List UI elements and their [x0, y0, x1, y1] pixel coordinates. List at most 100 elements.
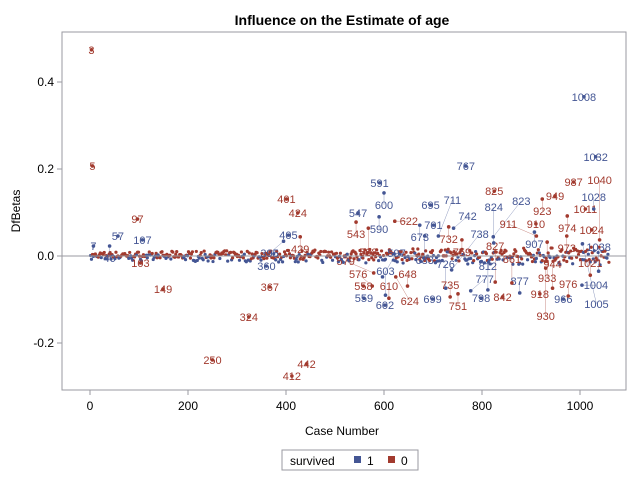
band-point-marker	[558, 262, 562, 266]
point-marker	[380, 275, 385, 279]
band-point-marker	[102, 250, 106, 255]
label-leader-line	[358, 273, 373, 287]
band-point-marker	[345, 252, 349, 256]
band-point-marker	[197, 256, 201, 260]
point-marker	[545, 240, 549, 244]
band-point-marker	[362, 251, 366, 255]
band-point-marker	[327, 250, 331, 254]
point-marker	[377, 215, 381, 219]
band-point-marker	[562, 258, 566, 262]
band-point-marker	[586, 252, 590, 256]
band-point-marker	[242, 252, 246, 256]
point-label: 1011	[574, 204, 598, 216]
band-point-marker	[607, 260, 611, 264]
point-marker	[387, 296, 391, 300]
band-point-marker	[147, 250, 151, 254]
band-point-marker	[514, 249, 518, 253]
band-point-marker	[603, 249, 607, 253]
band-point-marker	[560, 248, 564, 252]
band-point-marker	[269, 249, 273, 253]
point-marker	[90, 164, 95, 168]
point-marker	[491, 241, 496, 245]
point-label: 543	[347, 229, 365, 241]
point-marker	[428, 203, 433, 207]
band-point-marker	[536, 248, 540, 252]
point-label: 547	[349, 208, 367, 220]
band-point-marker	[348, 256, 352, 260]
point-label: 812	[479, 261, 497, 273]
band-point-marker	[280, 260, 285, 264]
x-tick-label: 400	[276, 399, 296, 413]
band-point-marker	[334, 251, 339, 255]
band-point-marker	[595, 258, 599, 262]
point-label: 930	[537, 311, 555, 323]
point-label: 907	[525, 239, 543, 251]
point-marker	[91, 244, 96, 248]
point-marker	[210, 358, 215, 362]
point-marker	[538, 292, 542, 296]
point-label: 360	[257, 261, 275, 273]
point-label: 1024	[580, 225, 604, 237]
band-point-marker	[188, 256, 193, 260]
point-marker	[596, 269, 601, 274]
band-point-marker	[487, 258, 491, 262]
band-point-marker	[255, 251, 259, 255]
band-point-marker	[383, 257, 388, 261]
point-label: 949	[546, 191, 564, 203]
band-point-marker	[361, 256, 365, 260]
point-marker	[479, 296, 483, 300]
band-point-marker	[375, 248, 379, 252]
point-marker	[304, 362, 309, 366]
band-point-marker	[400, 258, 404, 262]
band-point-marker	[131, 258, 135, 262]
band-point-marker	[313, 248, 317, 252]
point-marker	[492, 189, 497, 193]
band-point-marker	[265, 256, 269, 260]
point-marker	[561, 297, 566, 301]
point-marker	[268, 285, 272, 289]
band-point-marker	[510, 255, 514, 259]
band-point-marker	[373, 251, 377, 255]
point-marker	[298, 235, 303, 239]
x-axis: 0 200 400 600 800 1000	[87, 390, 594, 413]
point-marker	[589, 228, 594, 232]
band-point-marker	[359, 252, 363, 256]
band-point-marker	[417, 252, 421, 256]
band-point-marker	[512, 252, 516, 256]
point-marker	[361, 284, 366, 288]
band-point-marker	[413, 251, 417, 255]
band-point-marker	[294, 257, 298, 261]
point-marker	[383, 293, 388, 297]
band-point-marker	[160, 250, 164, 254]
x-tick-label: 800	[472, 399, 492, 413]
point-label: 324	[240, 312, 258, 324]
point-marker	[431, 223, 436, 227]
point-label: 683	[415, 255, 433, 267]
point-marker	[593, 155, 598, 159]
point-marker	[580, 242, 585, 246]
band-point-marker	[401, 261, 405, 265]
band-point-marker	[540, 258, 544, 263]
band-point-marker	[590, 251, 594, 255]
point-label: 107	[133, 235, 151, 247]
band-point-marker	[537, 251, 541, 255]
point-marker	[534, 222, 538, 226]
band-point-marker	[212, 256, 216, 260]
point-marker	[370, 284, 375, 288]
band-point-marker	[454, 258, 458, 262]
band-point-marker	[278, 252, 282, 256]
label-leader-line	[438, 199, 453, 237]
point-label: 367	[261, 282, 279, 294]
point-label: 622	[400, 216, 418, 228]
band-point-marker	[239, 250, 244, 254]
point-marker	[246, 315, 251, 319]
band-point-marker	[211, 259, 215, 264]
band-point-marker	[488, 262, 492, 266]
band-point-marker	[525, 258, 530, 262]
band-point-marker	[409, 251, 413, 255]
band-point-marker	[145, 256, 149, 260]
band-point-marker	[411, 247, 415, 251]
band-point-marker	[150, 251, 154, 256]
point-marker	[443, 286, 448, 290]
